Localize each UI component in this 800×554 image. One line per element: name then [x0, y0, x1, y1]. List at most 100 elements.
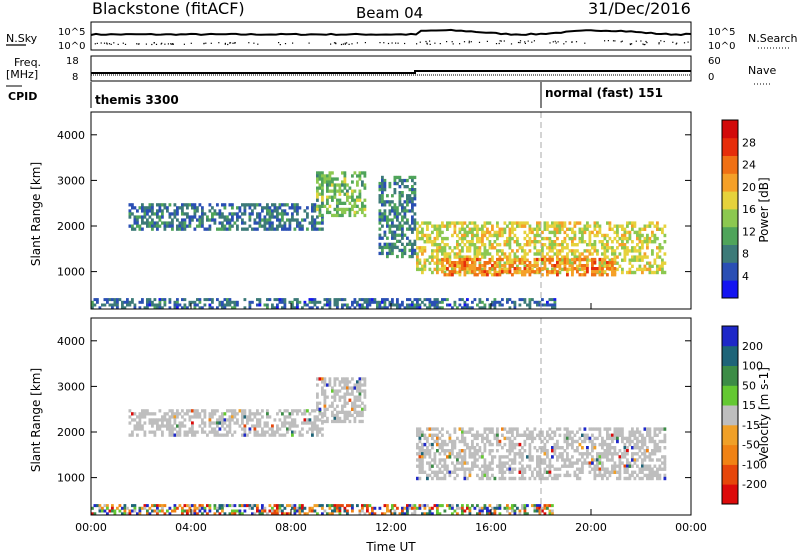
power-region-2-cell [321, 189, 324, 193]
power-region-4-cell [478, 252, 482, 256]
velocity-region-0-cell [386, 509, 389, 513]
velocity-region-3-cell [453, 470, 457, 474]
velocity-region-2-cell [343, 386, 347, 390]
velocity-region-0-cell [166, 509, 169, 513]
power-region-4-cell [611, 246, 614, 250]
power-region-0-cell [433, 298, 437, 302]
power-region-4-cell [426, 236, 429, 241]
velocity-region-1-cell [266, 430, 269, 434]
velocity-region-3-cell [476, 433, 479, 437]
velocity-region-3-cell [473, 455, 477, 459]
power-region-5-cell [538, 270, 542, 274]
velocity-region-2-cell [356, 413, 359, 418]
power-region-0-cell [336, 298, 339, 302]
power-region-4-cell [446, 243, 449, 247]
velocity-region-0-cell [468, 506, 472, 510]
power-region-1-cell [271, 224, 274, 228]
noise-search-dot [404, 42, 406, 45]
velocity-region-0-cell [98, 509, 102, 513]
velocity-region-3-cell [638, 433, 642, 437]
power-region-2-cell [356, 174, 359, 178]
power-region-1-cell [226, 218, 229, 222]
velocity-region-1-cell [278, 433, 282, 437]
power-region-4-cell [526, 221, 529, 225]
power-region-4-cell [446, 255, 449, 259]
power-region-3-cell [403, 178, 407, 183]
power-region-2-cell [316, 177, 319, 181]
power-region-0-cell [323, 303, 327, 307]
velocity-region-3-cell [431, 470, 434, 474]
power-region-0-cell [223, 306, 227, 310]
velocity-region-1-cell [211, 415, 214, 419]
noise-search-dot [426, 42, 428, 44]
power-region-4-cell [481, 255, 484, 259]
velocity-xtick-label: 00:00 [75, 521, 107, 534]
power-region-0-cell [283, 306, 287, 310]
power-region-1-cell [201, 218, 204, 222]
velocity-region-3-cell [586, 446, 589, 450]
power-region-4-cell [638, 258, 642, 262]
velocity-region-0-cell [161, 504, 164, 508]
velocity-region-1-cell [173, 418, 177, 422]
velocity-region-3-cell [636, 464, 639, 468]
power-region-4-cell [616, 267, 619, 272]
power-region-0-cell [351, 300, 354, 304]
velocity-region-2-cell [338, 383, 342, 387]
power-region-3-cell [381, 200, 384, 204]
power-region-1-cell [148, 203, 152, 207]
power-region-3-cell [378, 215, 382, 219]
velocity-colorbar-tick-label: -15 [742, 419, 760, 432]
power-region-4-cell [648, 221, 652, 225]
velocity-region-3-cell [628, 433, 632, 437]
power-region-4-cell [641, 258, 644, 262]
power-region-0-cell [466, 298, 469, 302]
power-region-4-cell [583, 255, 587, 259]
velocity-region-3-cell [586, 452, 589, 456]
power-region-4-cell [558, 224, 562, 228]
power-region-4-cell [433, 227, 437, 231]
velocity-region-3-cell [451, 449, 454, 453]
velocity-region-3-cell [613, 446, 617, 450]
velocity-region-3-cell [428, 452, 432, 456]
velocity-region-3-cell [443, 473, 447, 478]
power-region-1-cell [181, 203, 184, 207]
velocity-region-2-cell [343, 377, 347, 381]
noise-tick-right-bottom: 10^0 [708, 41, 735, 52]
velocity-region-0-cell [136, 512, 139, 516]
noise-search-dot [687, 41, 689, 43]
power-region-1-cell [156, 224, 159, 228]
velocity-region-1-cell [226, 433, 229, 437]
power-region-3-cell [381, 194, 384, 198]
velocity-region-0-cell [451, 512, 454, 516]
velocity-region-3-cell [461, 430, 464, 434]
noise-search-dot [468, 42, 470, 44]
velocity-region-1-cell [131, 412, 134, 416]
velocity-region-0-cell [373, 506, 377, 510]
noise-search-dot [429, 43, 431, 45]
freq-tick-right-bottom: 0 [708, 72, 714, 83]
velocity-region-3-cell [418, 449, 422, 453]
velocity-region-3-cell [596, 458, 599, 462]
power-region-3-cell [381, 203, 384, 207]
velocity-region-3-cell [563, 473, 567, 478]
power-region-1-cell [251, 209, 254, 213]
power-region-5-cell [441, 257, 444, 262]
velocity-region-3-cell [616, 452, 619, 456]
velocity-region-3-cell [476, 464, 479, 468]
velocity-region-1-cell [271, 427, 274, 431]
power-region-1-cell [136, 209, 139, 213]
power-region-4-cell [626, 252, 629, 256]
power-region-4-cell [558, 221, 562, 225]
velocity-region-2-cell [333, 377, 337, 381]
power-region-0-cell [248, 300, 252, 304]
velocity-region-3-cell [536, 433, 539, 437]
velocity-region-3-cell [556, 467, 559, 471]
power-region-3-cell [383, 200, 387, 204]
velocity-region-3-cell [486, 436, 489, 441]
velocity-region-1-cell [143, 412, 147, 416]
power-region-0-cell [96, 300, 99, 304]
power-region-4-cell [558, 249, 562, 253]
velocity-region-1-cell [241, 427, 244, 431]
velocity-region-3-cell [486, 464, 489, 468]
velocity-region-3-cell [531, 433, 534, 437]
